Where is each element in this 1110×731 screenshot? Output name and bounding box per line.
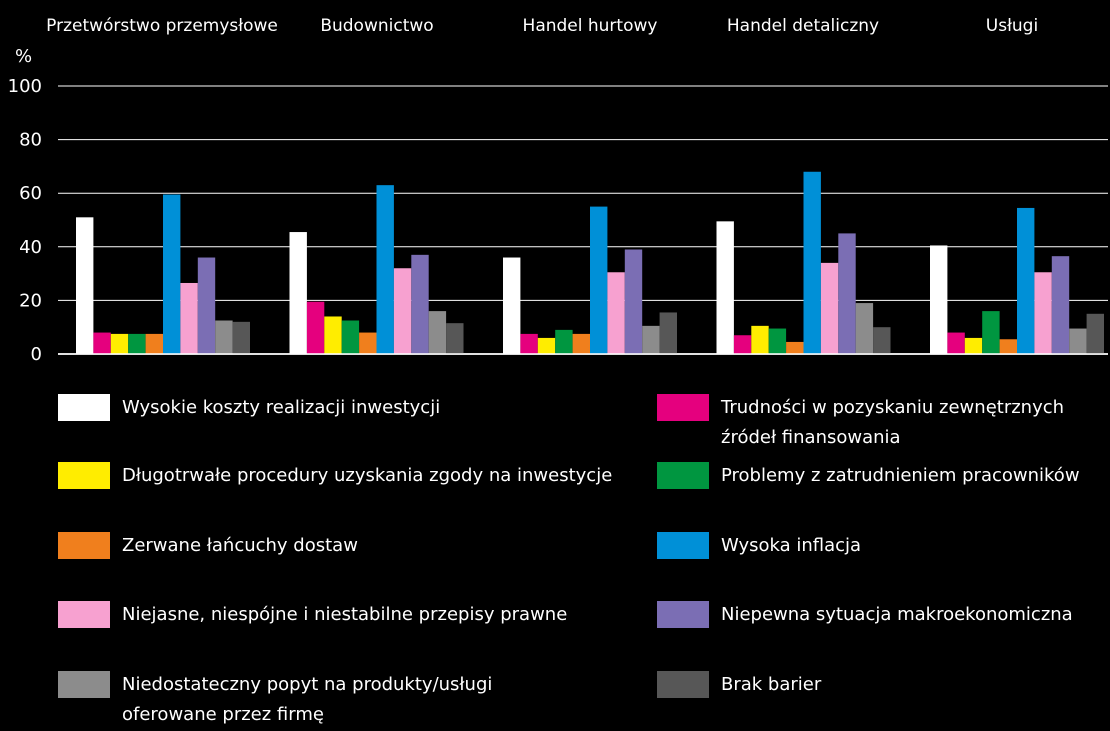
bar xyxy=(642,325,660,354)
bar xyxy=(503,257,521,354)
bar xyxy=(163,194,181,354)
bar xyxy=(733,335,752,354)
bar xyxy=(659,312,677,354)
bar xyxy=(197,257,216,354)
bar xyxy=(1034,272,1052,354)
bar xyxy=(128,333,146,354)
bar xyxy=(76,217,94,354)
bar xyxy=(306,301,325,354)
bar xyxy=(145,333,163,354)
bar xyxy=(1051,256,1070,354)
bar xyxy=(786,341,804,354)
y-tick-label: 100 xyxy=(8,76,42,97)
bar xyxy=(110,333,129,354)
bar xyxy=(964,337,983,354)
category-label: Usługi xyxy=(986,16,1038,36)
y-tick-label: 0 xyxy=(31,344,42,365)
bar xyxy=(572,333,590,354)
bar xyxy=(947,332,965,354)
bar xyxy=(1069,328,1087,354)
bar xyxy=(215,320,233,354)
bar xyxy=(838,233,856,354)
bar xyxy=(590,206,608,354)
category-label: Handel detaliczny xyxy=(727,16,879,36)
bar xyxy=(820,262,839,354)
bar xyxy=(607,272,625,354)
bar xyxy=(1086,313,1104,354)
y-tick-label: 40 xyxy=(19,237,42,258)
bar xyxy=(341,320,360,354)
bar xyxy=(324,316,342,354)
bar xyxy=(873,327,891,354)
y-tick-label: 60 xyxy=(19,183,42,204)
bar xyxy=(411,254,429,354)
category-label: Budownictwo xyxy=(320,16,433,36)
bar xyxy=(982,311,1000,354)
bar xyxy=(768,328,787,354)
category-label: Przetwórstwo przemysłowe xyxy=(46,16,278,36)
bars xyxy=(58,171,1108,355)
bar xyxy=(555,329,573,354)
bar xyxy=(232,321,250,354)
y-tick-labels: 0 20 40 60 80 100 xyxy=(8,76,42,365)
bar xyxy=(716,221,734,354)
bar xyxy=(930,245,948,354)
y-tick-label: 20 xyxy=(19,290,42,311)
y-axis-label: % xyxy=(15,46,32,67)
category-labels: Przetwórstwo przemysłowe Budownictwo Hande… xyxy=(46,16,1038,36)
bar xyxy=(428,311,447,354)
bar xyxy=(999,339,1017,354)
bar xyxy=(289,232,307,354)
gridlines xyxy=(58,85,1108,355)
bar xyxy=(520,333,538,354)
bar xyxy=(180,282,198,354)
bar xyxy=(855,303,874,354)
bar xyxy=(751,325,769,354)
bar xyxy=(376,185,394,354)
category-label: Handel hurtowy xyxy=(523,16,658,36)
bar xyxy=(446,323,464,354)
bar xyxy=(93,332,111,354)
bar xyxy=(537,337,556,354)
bar xyxy=(624,249,643,354)
bar xyxy=(803,171,821,354)
bar xyxy=(1017,207,1035,354)
y-tick-label: 80 xyxy=(19,130,42,151)
bar xyxy=(359,332,377,354)
bar xyxy=(393,268,412,354)
